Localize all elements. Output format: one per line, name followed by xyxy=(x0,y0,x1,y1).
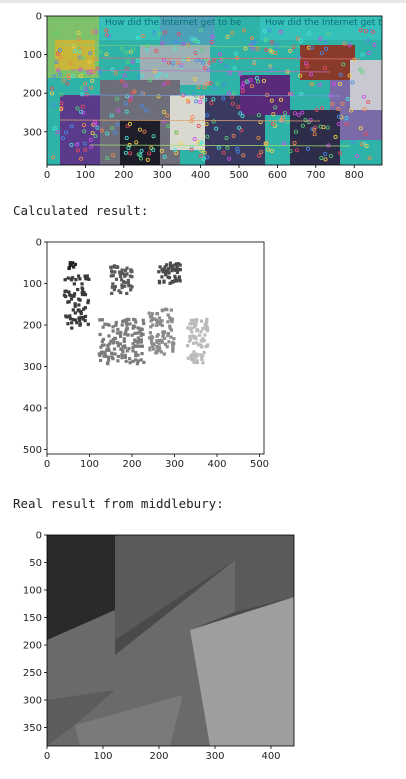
x-tick-label: 300 xyxy=(165,459,184,470)
calculated-axes xyxy=(46,241,265,455)
stereo-right-text: How did the Internet get to be xyxy=(265,18,402,28)
x-tick-label: 100 xyxy=(80,459,99,470)
real-disparity-image xyxy=(47,535,294,746)
stereo-overlay-image: How did the Internet get to be How did t… xyxy=(47,16,402,165)
x-tick-label: 500 xyxy=(229,170,248,181)
y-tick-label: 100 xyxy=(23,279,42,290)
y-tick-label: 0 xyxy=(36,531,42,542)
y-tick-label: 200 xyxy=(23,641,42,652)
x-tick-label: 0 xyxy=(44,459,50,470)
y-tick-label: 300 xyxy=(23,696,42,707)
x-tick-label: 400 xyxy=(191,170,210,181)
y-tick-label: 350 xyxy=(23,723,42,734)
y-tick-label: 400 xyxy=(23,404,42,415)
x-tick-label: 800 xyxy=(345,170,364,181)
y-tick-label: 0 xyxy=(36,238,42,249)
x-tick-label: 200 xyxy=(114,170,133,181)
x-tick-label: 300 xyxy=(153,170,172,181)
y-tick-label: 0 xyxy=(36,12,42,23)
x-tick-label: 700 xyxy=(306,170,325,181)
y-tick-label: 200 xyxy=(23,321,42,332)
y-tick-label: 300 xyxy=(23,127,42,138)
stereo-left-text: How did the Internet get to be xyxy=(105,18,242,28)
y-tick-label: 250 xyxy=(23,668,42,679)
real-caption: Real result from middlebury: xyxy=(13,496,224,511)
x-tick-label: 400 xyxy=(207,459,226,470)
y-tick-label: 200 xyxy=(23,89,42,100)
stereo-overlay-plot: How did the Internet get to be How did t… xyxy=(23,12,402,181)
y-tick-label: 500 xyxy=(23,445,42,456)
x-tick-label: 200 xyxy=(122,459,141,470)
y-tick-label: 100 xyxy=(23,586,42,597)
y-tick-label: 300 xyxy=(23,362,42,373)
x-tick-label: 100 xyxy=(76,170,95,181)
top-divider xyxy=(0,0,406,3)
calculated-disparity-points xyxy=(62,261,210,366)
x-tick-label: 600 xyxy=(268,170,287,181)
y-tick-label: 150 xyxy=(23,613,42,624)
y-tick-label: 50 xyxy=(29,558,42,569)
calculated-caption: Calculated result: xyxy=(13,203,149,218)
x-tick-label: 500 xyxy=(250,459,269,470)
x-tick-label: 0 xyxy=(44,170,50,181)
y-tick-label: 100 xyxy=(23,50,42,61)
x-tick-label: 300 xyxy=(205,751,224,762)
x-tick-label: 100 xyxy=(93,751,112,762)
real-result-plot: 0 100 200 300 400 0 50 100 150 200 250 300 350 xyxy=(23,531,295,762)
x-tick-label: 0 xyxy=(44,751,50,762)
x-tick-label: 200 xyxy=(149,751,168,762)
x-tick-label: 400 xyxy=(261,751,280,762)
